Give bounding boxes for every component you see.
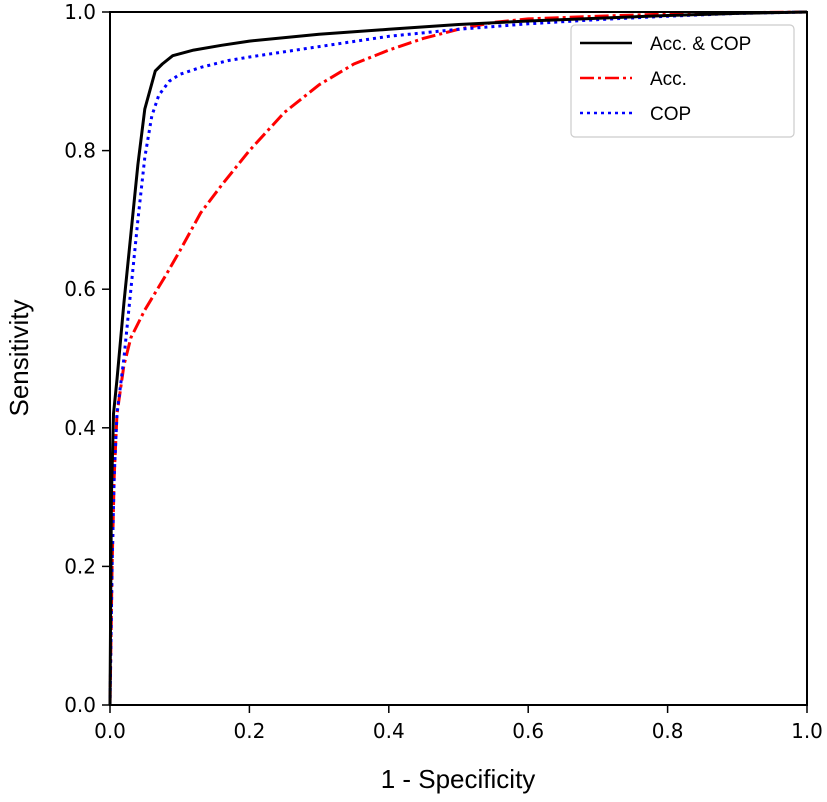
y-tick-label: 0.6 (64, 277, 96, 301)
legend-label-cop: COP (650, 104, 691, 125)
x-tick-label: 0.8 (652, 719, 684, 743)
x-axis-title: 1 - Specificity (381, 764, 536, 794)
x-tick-label: 0.4 (373, 719, 405, 743)
y-axis: 0.0 0.2 0.4 0.6 0.8 1.0 (64, 0, 110, 717)
y-tick-label: 0.0 (64, 693, 96, 717)
legend-box (570, 24, 795, 138)
curves-layer (108, 10, 808, 706)
legend: Acc. & COP Acc. COP (570, 24, 795, 138)
series-line-acc (108, 10, 808, 706)
legend-label-acc-cop: Acc. & COP (650, 34, 751, 55)
y-tick-label: 1.0 (64, 0, 96, 24)
y-tick-label: 0.2 (64, 554, 96, 578)
legend-label-acc: Acc. (650, 69, 687, 90)
y-axis-title: Sensitivity (4, 299, 34, 416)
x-tick-label: 0.0 (94, 719, 126, 743)
x-tick-label: 0.6 (512, 719, 544, 743)
plot-frame (109, 11, 808, 706)
x-tick-label: 1.0 (791, 719, 823, 743)
y-tick-label: 0.4 (64, 416, 96, 440)
y-tick-label: 0.8 (64, 139, 96, 163)
x-tick-label: 0.2 (233, 719, 265, 743)
x-axis: 0.0 0.2 0.4 0.6 0.8 1.0 (94, 705, 823, 743)
series-line-acc-cop (108, 10, 808, 706)
